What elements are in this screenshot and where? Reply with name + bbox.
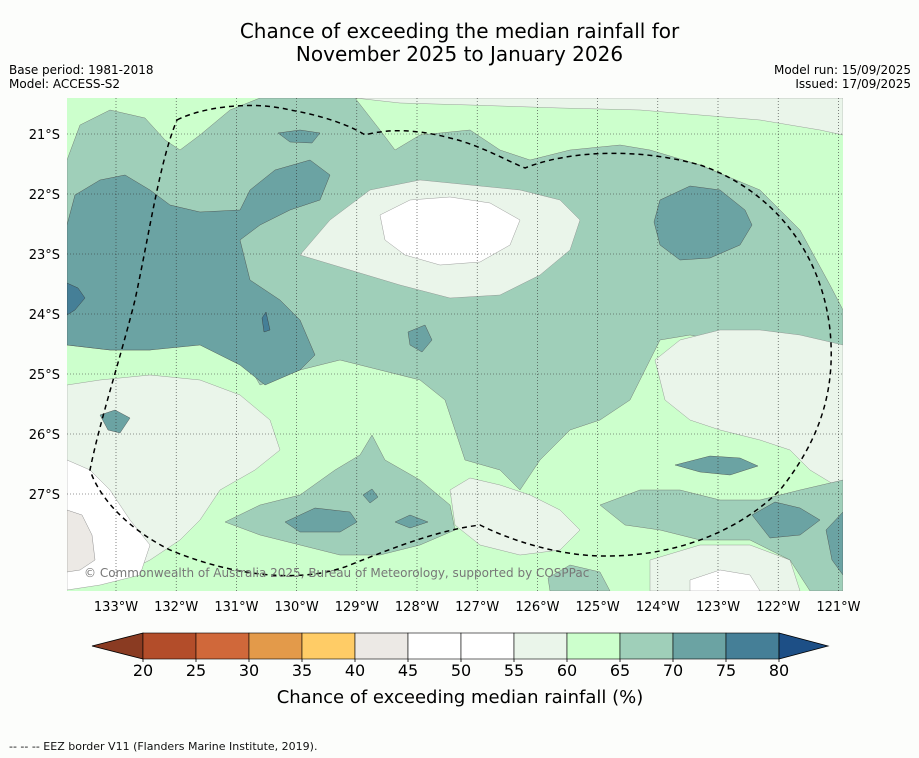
colorbar-swatch bbox=[407, 632, 462, 660]
region-70-75-southeast bbox=[751, 501, 821, 539]
colorbar-swatch bbox=[672, 632, 727, 660]
colorbar-tick-label: 50 bbox=[451, 661, 471, 680]
longitude-label: 132°W bbox=[154, 600, 198, 615]
region-70-75-east-edge bbox=[825, 511, 843, 576]
region-55-60-east bbox=[654, 329, 843, 491]
eez-border bbox=[89, 104, 832, 577]
colorbar-swatch bbox=[619, 632, 674, 660]
colorbar-extend-high bbox=[778, 632, 830, 660]
colorbar-swatch bbox=[725, 632, 780, 660]
longitude-label: 124°W bbox=[636, 600, 680, 615]
latitude-label: 24°S bbox=[29, 308, 60, 323]
longitude-label: 126°W bbox=[515, 600, 559, 615]
region-75-80-west-small bbox=[261, 311, 271, 333]
colorbar-tick-label: 25 bbox=[186, 661, 206, 680]
latitude-label: 21°S bbox=[29, 128, 60, 143]
region-55-60-south bbox=[449, 477, 581, 556]
map-copyright: © Commonwealth of Australia 2025, Bureau… bbox=[84, 566, 589, 580]
longitude-label: 122°W bbox=[756, 600, 800, 615]
region-55-60-top bbox=[354, 98, 843, 136]
region-65-70-south-small bbox=[547, 564, 611, 591]
colorbar: 20 25 30 35 40 45 50 55 60 65 70 75 80 Chance of exce… bbox=[91, 632, 830, 708]
title-line-2: November 2025 to January 2026 bbox=[295, 42, 624, 66]
colorbar-label: Chance of exceeding median rainfall (%) bbox=[277, 687, 644, 708]
colorbar-tick-label: 20 bbox=[133, 661, 153, 680]
region-70-75-center-small bbox=[407, 324, 433, 353]
region-70-75-north-small bbox=[277, 129, 321, 144]
latitude-label: 25°S bbox=[29, 368, 60, 383]
colorbar-swatch bbox=[248, 632, 303, 660]
issued-date: Issued: 17/09/2025 bbox=[795, 77, 911, 91]
region-65-70-south bbox=[224, 434, 456, 556]
base-period: Base period: 1981-2018 bbox=[9, 63, 154, 77]
longitude-label: 131°W bbox=[214, 600, 258, 615]
latitude-label: 27°S bbox=[29, 488, 60, 503]
longitude-label: 121°W bbox=[816, 600, 860, 615]
colorbar-tick-label: 40 bbox=[345, 661, 365, 680]
meta-right: Model run: 15/09/2025 Issued: 17/09/2025 bbox=[774, 63, 911, 91]
colorbar-swatch bbox=[354, 632, 409, 660]
colorbar-swatch bbox=[460, 632, 515, 660]
longitude-label: 123°W bbox=[696, 600, 740, 615]
latitude-label: 26°S bbox=[29, 428, 60, 443]
longitude-label: 127°W bbox=[455, 600, 499, 615]
region-70-75-east bbox=[653, 185, 753, 261]
meta-left: Base period: 1981-2018 Model: ACCESS-S2 bbox=[9, 63, 154, 91]
region-70-75-south-b bbox=[394, 514, 429, 529]
longitude-label: 128°W bbox=[395, 600, 439, 615]
colorbar-tick-label: 55 bbox=[504, 661, 524, 680]
colorbar-extend-low bbox=[91, 632, 144, 660]
colorbar-tick-label: 75 bbox=[716, 661, 736, 680]
latitude-label: 23°S bbox=[29, 248, 60, 263]
longitude-label: 130°W bbox=[275, 600, 319, 615]
colorbar-swatch bbox=[513, 632, 568, 660]
region-70-75-east-south bbox=[674, 455, 759, 476]
region-75-80-west bbox=[67, 282, 86, 316]
region-45-55-southeast bbox=[689, 569, 761, 591]
region-70-75-south-c bbox=[362, 488, 379, 504]
latitude-labels: 21°S 22°S 23°S 24°S 25°S 26°S 27°S bbox=[29, 128, 60, 503]
colorbar-tick-label: 80 bbox=[769, 661, 789, 680]
map-area[interactable] bbox=[67, 98, 843, 591]
colorbar-swatch bbox=[566, 632, 621, 660]
longitude-label: 133°W bbox=[94, 600, 138, 615]
region-70-75-west-small bbox=[99, 409, 131, 434]
model-run: Model run: 15/09/2025 bbox=[773, 63, 911, 77]
colorbar-tick-label: 60 bbox=[557, 661, 577, 680]
model-name: Model: ACCESS-S2 bbox=[9, 77, 121, 91]
region-45-55-center bbox=[379, 196, 521, 266]
colorbar-tick-label: 70 bbox=[663, 661, 683, 680]
title-line-1: Chance of exceeding the median rainfall … bbox=[239, 19, 680, 43]
map-figure: © Commonwealth of Australia 2025, Bureau… bbox=[29, 98, 861, 708]
colorbar-swatch bbox=[301, 632, 356, 660]
colorbar-tick-label: 35 bbox=[292, 661, 312, 680]
colorbar-swatch bbox=[142, 632, 197, 660]
longitude-label: 129°W bbox=[335, 600, 379, 615]
colorbar-tick-label: 65 bbox=[610, 661, 630, 680]
graticule bbox=[67, 98, 843, 591]
eez-legend-note: -- -- -- EEZ border V11 (Flanders Marine… bbox=[9, 740, 318, 753]
longitude-labels: 133°W 132°W 131°W 130°W 129°W 128°W 127°W 126°W… bbox=[94, 600, 861, 615]
colorbar-swatch bbox=[195, 632, 250, 660]
region-40-45-corner bbox=[67, 509, 96, 573]
colorbar-tick-label: 45 bbox=[398, 661, 418, 680]
latitude-label: 22°S bbox=[29, 188, 60, 203]
map-title: Chance of exceeding the median rainfall … bbox=[0, 20, 919, 66]
colorbar-tick-label: 30 bbox=[239, 661, 259, 680]
longitude-label: 125°W bbox=[576, 600, 620, 615]
